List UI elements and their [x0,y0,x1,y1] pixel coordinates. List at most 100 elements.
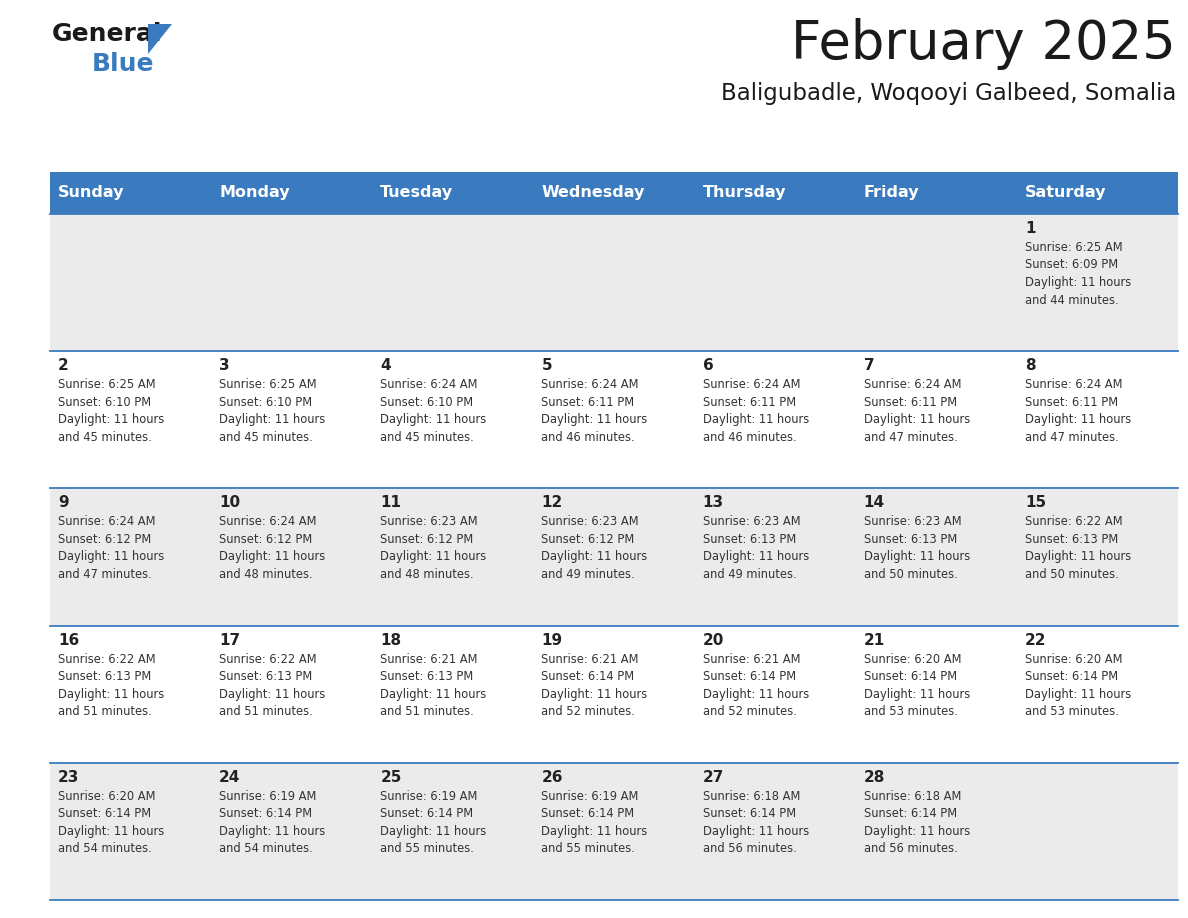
Text: Sunset: 6:10 PM: Sunset: 6:10 PM [219,396,312,409]
Text: Daylight: 11 hours: Daylight: 11 hours [864,824,969,838]
Bar [695,625,855,763]
Text: Daylight: 11 hours: Daylight: 11 hours [219,824,326,838]
Text: Sunrise: 6:24 AM: Sunrise: 6:24 AM [58,515,156,529]
Bar [211,625,372,763]
Text: Sunrise: 6:21 AM: Sunrise: 6:21 AM [702,653,800,666]
Text: Sunrise: 6:18 AM: Sunrise: 6:18 AM [864,789,961,803]
Text: Sunset: 6:11 PM: Sunset: 6:11 PM [1025,396,1118,409]
Text: and 49 minutes.: and 49 minutes. [702,568,796,581]
Text: Sunset: 6:14 PM: Sunset: 6:14 PM [542,807,634,821]
Text: Sunrise: 6:23 AM: Sunrise: 6:23 AM [864,515,961,529]
Text: 5: 5 [542,358,552,374]
Text: Daylight: 11 hours: Daylight: 11 hours [864,688,969,700]
Text: and 45 minutes.: and 45 minutes. [219,431,312,443]
Text: Friday: Friday [864,185,920,200]
Text: 14: 14 [864,496,885,510]
Bar [372,172,533,214]
Text: Sunset: 6:14 PM: Sunset: 6:14 PM [219,807,312,821]
Text: Sunday: Sunday [58,185,125,200]
Text: Daylight: 11 hours: Daylight: 11 hours [58,824,164,838]
Text: Sunset: 6:14 PM: Sunset: 6:14 PM [864,807,956,821]
Text: Sunrise: 6:20 AM: Sunrise: 6:20 AM [1025,653,1123,666]
Text: and 46 minutes.: and 46 minutes. [702,431,796,443]
Text: Sunrise: 6:21 AM: Sunrise: 6:21 AM [380,653,478,666]
Bar [533,172,695,214]
Text: Baligubadle, Woqooyi Galbeed, Somalia: Baligubadle, Woqooyi Galbeed, Somalia [721,82,1176,105]
Bar [372,352,533,488]
Text: Daylight: 11 hours: Daylight: 11 hours [380,413,487,426]
Text: Daylight: 11 hours: Daylight: 11 hours [702,688,809,700]
Text: Sunset: 6:13 PM: Sunset: 6:13 PM [1025,533,1118,546]
Bar [533,763,695,900]
Text: 22: 22 [1025,633,1047,647]
Bar [1017,763,1178,900]
Text: Sunrise: 6:22 AM: Sunrise: 6:22 AM [219,653,317,666]
Text: Sunset: 6:10 PM: Sunset: 6:10 PM [380,396,473,409]
Text: February 2025: February 2025 [791,18,1176,70]
Bar [372,763,533,900]
Text: Daylight: 11 hours: Daylight: 11 hours [58,551,164,564]
Text: and 51 minutes.: and 51 minutes. [219,705,312,718]
Bar [372,488,533,625]
Text: General: General [52,22,163,46]
Text: Daylight: 11 hours: Daylight: 11 hours [864,413,969,426]
Bar [1017,172,1178,214]
Text: Daylight: 11 hours: Daylight: 11 hours [219,413,326,426]
Text: Daylight: 11 hours: Daylight: 11 hours [1025,276,1131,289]
Text: Daylight: 11 hours: Daylight: 11 hours [864,551,969,564]
Bar [533,625,695,763]
Bar [533,214,695,352]
Bar [695,214,855,352]
Text: 26: 26 [542,770,563,785]
Text: Wednesday: Wednesday [542,185,645,200]
Text: Sunset: 6:12 PM: Sunset: 6:12 PM [219,533,312,546]
Text: Sunset: 6:11 PM: Sunset: 6:11 PM [702,396,796,409]
Text: Sunset: 6:14 PM: Sunset: 6:14 PM [542,670,634,683]
Text: Saturday: Saturday [1025,185,1106,200]
Text: Thursday: Thursday [702,185,786,200]
Text: and 49 minutes.: and 49 minutes. [542,568,636,581]
Text: 12: 12 [542,496,563,510]
Text: 23: 23 [58,770,80,785]
Text: 2: 2 [58,358,69,374]
Text: and 53 minutes.: and 53 minutes. [1025,705,1119,718]
Bar [50,763,211,900]
Bar [211,763,372,900]
Text: and 53 minutes.: and 53 minutes. [864,705,958,718]
Text: Sunset: 6:14 PM: Sunset: 6:14 PM [864,670,956,683]
Bar [695,172,855,214]
Bar [50,488,211,625]
Text: Sunrise: 6:25 AM: Sunrise: 6:25 AM [1025,241,1123,254]
Text: Sunrise: 6:25 AM: Sunrise: 6:25 AM [219,378,317,391]
Bar [855,488,1017,625]
Text: 20: 20 [702,633,723,647]
Text: Sunrise: 6:19 AM: Sunrise: 6:19 AM [542,789,639,803]
Text: Daylight: 11 hours: Daylight: 11 hours [380,824,487,838]
Text: Sunset: 6:10 PM: Sunset: 6:10 PM [58,396,151,409]
Text: 19: 19 [542,633,563,647]
Bar [372,214,533,352]
Bar [533,352,695,488]
Bar [855,172,1017,214]
Text: Daylight: 11 hours: Daylight: 11 hours [702,551,809,564]
Text: and 54 minutes.: and 54 minutes. [219,843,312,856]
Text: 11: 11 [380,496,402,510]
Text: and 45 minutes.: and 45 minutes. [58,431,152,443]
Text: 7: 7 [864,358,874,374]
Text: and 55 minutes.: and 55 minutes. [380,843,474,856]
Bar [695,488,855,625]
Text: 18: 18 [380,633,402,647]
Text: Sunrise: 6:24 AM: Sunrise: 6:24 AM [702,378,800,391]
Text: and 51 minutes.: and 51 minutes. [58,705,152,718]
Text: Sunset: 6:13 PM: Sunset: 6:13 PM [58,670,151,683]
Text: Sunset: 6:12 PM: Sunset: 6:12 PM [380,533,474,546]
Text: 25: 25 [380,770,402,785]
Text: and 50 minutes.: and 50 minutes. [864,568,958,581]
Text: and 55 minutes.: and 55 minutes. [542,843,636,856]
Text: Sunrise: 6:24 AM: Sunrise: 6:24 AM [219,515,317,529]
Text: Sunset: 6:12 PM: Sunset: 6:12 PM [58,533,151,546]
Text: Daylight: 11 hours: Daylight: 11 hours [702,413,809,426]
Text: Sunrise: 6:23 AM: Sunrise: 6:23 AM [380,515,478,529]
Text: Sunrise: 6:24 AM: Sunrise: 6:24 AM [864,378,961,391]
Text: Sunset: 6:13 PM: Sunset: 6:13 PM [380,670,474,683]
